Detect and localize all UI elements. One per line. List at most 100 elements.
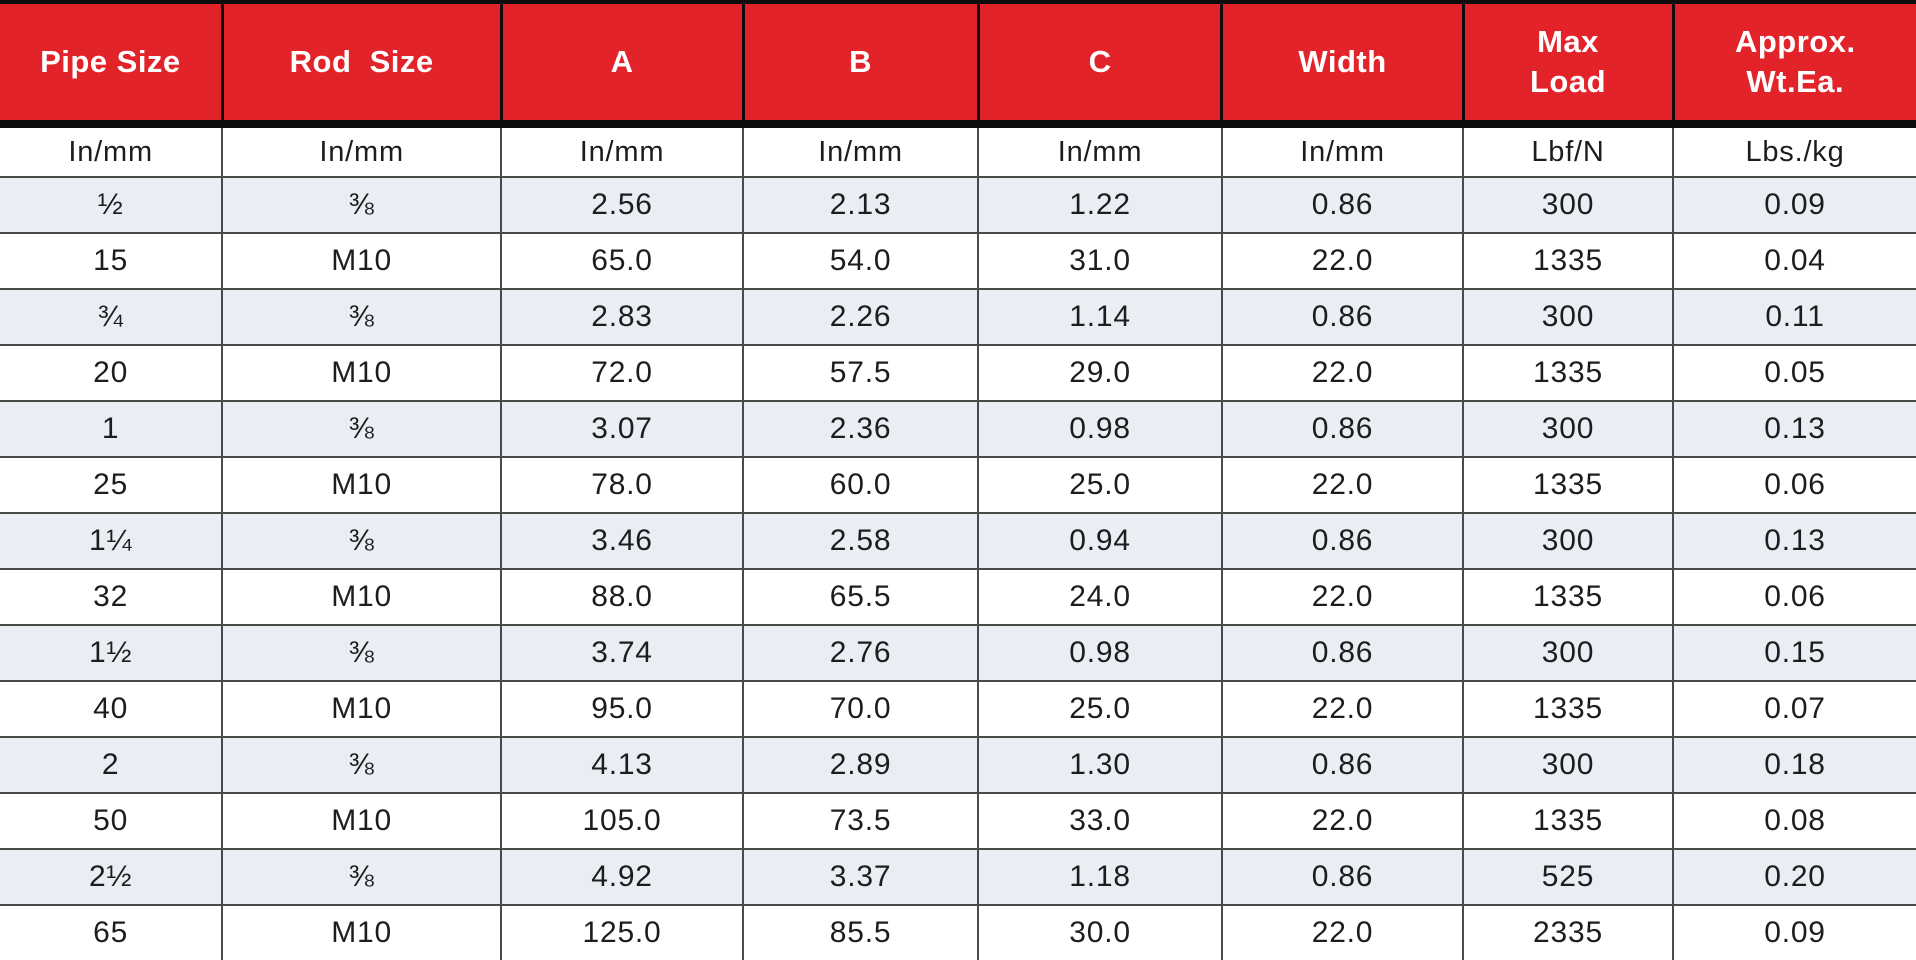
header-row: Pipe Size Rod Size A B C Width Max Load … xyxy=(0,2,1916,128)
table-row: 2½ ⅜ 4.92 3.37 1.18 0.86 525 0.20 xyxy=(0,848,1916,905)
units-row: In/mm In/mm In/mm In/mm In/mm In/mm Lbf/… xyxy=(0,124,1916,177)
table-row: 15 M10 65.0 54.0 31.0 22.0 1335 0.04 xyxy=(0,232,1916,289)
table-cell: M10 xyxy=(221,680,502,737)
table-cell: 0.13 xyxy=(1672,400,1916,457)
table-cell: 0.13 xyxy=(1672,512,1916,569)
table-cell: 0.18 xyxy=(1672,736,1916,793)
table-cell: 25 xyxy=(0,456,223,513)
column-header-approx-wt-ea: Approx. Wt.Ea. xyxy=(1671,2,1916,128)
unit-cell-rod-size: In/mm xyxy=(221,124,502,177)
table-cell: ⅜ xyxy=(221,736,502,793)
table-cell: 2½ xyxy=(0,848,223,905)
column-header-width: Width xyxy=(1220,2,1464,128)
unit-cell-c: In/mm xyxy=(977,124,1222,177)
table-cell: M10 xyxy=(221,904,502,960)
table-body: In/mm In/mm In/mm In/mm In/mm In/mm Lbf/… xyxy=(0,124,1916,960)
table-cell: 0.06 xyxy=(1672,456,1916,513)
table-cell: 73.5 xyxy=(741,792,979,849)
table-cell: 22.0 xyxy=(1220,568,1464,625)
table-cell: 65.5 xyxy=(741,568,979,625)
table-row: 1½ ⅜ 3.74 2.76 0.98 0.86 300 0.15 xyxy=(0,624,1916,681)
table-cell: 0.08 xyxy=(1672,792,1916,849)
table-cell: 300 xyxy=(1462,736,1673,793)
table-cell: ⅜ xyxy=(221,848,502,905)
table-cell: 0.86 xyxy=(1220,288,1464,345)
table-cell: 50 xyxy=(0,792,223,849)
table-cell: 2.83 xyxy=(500,288,743,345)
table-cell: 1 xyxy=(0,400,223,457)
table-cell: 0.11 xyxy=(1672,288,1916,345)
unit-cell-pipe-size: In/mm xyxy=(0,124,223,177)
table-cell: 22.0 xyxy=(1220,904,1464,960)
table-cell: 0.98 xyxy=(977,624,1222,681)
table-cell: 25.0 xyxy=(977,680,1222,737)
table-cell: 1335 xyxy=(1462,792,1673,849)
table-cell: 22.0 xyxy=(1220,792,1464,849)
table-cell: 0.09 xyxy=(1672,904,1916,960)
table-cell: 2.89 xyxy=(741,736,979,793)
table-cell: 40 xyxy=(0,680,223,737)
table-cell: 85.5 xyxy=(741,904,979,960)
table-cell: 2.76 xyxy=(741,624,979,681)
table-cell: 33.0 xyxy=(977,792,1222,849)
table-cell: 70.0 xyxy=(741,680,979,737)
table-cell: 0.20 xyxy=(1672,848,1916,905)
table-cell: 0.09 xyxy=(1672,176,1916,233)
column-header-max-load: Max Load xyxy=(1461,2,1673,128)
table-cell: 1.14 xyxy=(977,288,1222,345)
table-cell: 125.0 xyxy=(500,904,743,960)
table-cell: 60.0 xyxy=(741,456,979,513)
table-cell: ½ xyxy=(0,176,223,233)
table-cell: 3.37 xyxy=(741,848,979,905)
table-cell: 105.0 xyxy=(500,792,743,849)
unit-cell-b: In/mm xyxy=(741,124,979,177)
table-cell: 300 xyxy=(1462,288,1673,345)
table-cell: 0.05 xyxy=(1672,344,1916,401)
table-cell: ⅜ xyxy=(221,624,502,681)
table-cell: ⅜ xyxy=(221,288,502,345)
table-row: ¾ ⅜ 2.83 2.26 1.14 0.86 300 0.11 xyxy=(0,288,1916,345)
table-cell: 2.36 xyxy=(741,400,979,457)
table-cell: 2.26 xyxy=(741,288,979,345)
table-cell: 65 xyxy=(0,904,223,960)
table-row: 1¼ ⅜ 3.46 2.58 0.94 0.86 300 0.13 xyxy=(0,512,1916,569)
table-header: Pipe Size Rod Size A B C Width Max Load … xyxy=(0,2,1916,128)
table-cell: 4.13 xyxy=(500,736,743,793)
unit-cell-max-load: Lbf/N xyxy=(1462,124,1673,177)
table-row: 20 M10 72.0 57.5 29.0 22.0 1335 0.05 xyxy=(0,344,1916,401)
column-header-c: C xyxy=(976,2,1222,128)
table-cell: 30.0 xyxy=(977,904,1222,960)
table-row: 40 M10 95.0 70.0 25.0 22.0 1335 0.07 xyxy=(0,680,1916,737)
table-cell: 0.98 xyxy=(977,400,1222,457)
table-cell: 1¼ xyxy=(0,512,223,569)
table-cell: 0.07 xyxy=(1672,680,1916,737)
table-cell: 0.06 xyxy=(1672,568,1916,625)
unit-cell-approx-wt-ea: Lbs./kg xyxy=(1672,124,1916,177)
table-cell: 22.0 xyxy=(1220,344,1464,401)
table-row: 2 ⅜ 4.13 2.89 1.30 0.86 300 0.18 xyxy=(0,736,1916,793)
table-cell: 0.86 xyxy=(1220,176,1464,233)
table-cell: 0.15 xyxy=(1672,624,1916,681)
table-cell: 3.74 xyxy=(500,624,743,681)
table-cell: 1.30 xyxy=(977,736,1222,793)
table-cell: M10 xyxy=(221,232,502,289)
table-cell: 1335 xyxy=(1462,680,1673,737)
table-row: 65 M10 125.0 85.5 30.0 22.0 2335 0.09 xyxy=(0,904,1916,960)
column-header-pipe-size: Pipe Size xyxy=(0,2,223,128)
table-cell: 300 xyxy=(1462,400,1673,457)
table-cell: 2335 xyxy=(1462,904,1673,960)
table-cell: M10 xyxy=(221,344,502,401)
table-cell: 78.0 xyxy=(500,456,743,513)
table-cell: 22.0 xyxy=(1220,680,1464,737)
table-cell: 1335 xyxy=(1462,568,1673,625)
table-cell: 25.0 xyxy=(977,456,1222,513)
table-cell: 95.0 xyxy=(500,680,743,737)
table-cell: 4.92 xyxy=(500,848,743,905)
table-cell: 2.13 xyxy=(741,176,979,233)
table-cell: 22.0 xyxy=(1220,232,1464,289)
unit-cell-width: In/mm xyxy=(1220,124,1464,177)
table-cell: 2 xyxy=(0,736,223,793)
table-cell: 1335 xyxy=(1462,344,1673,401)
table-cell: M10 xyxy=(221,792,502,849)
